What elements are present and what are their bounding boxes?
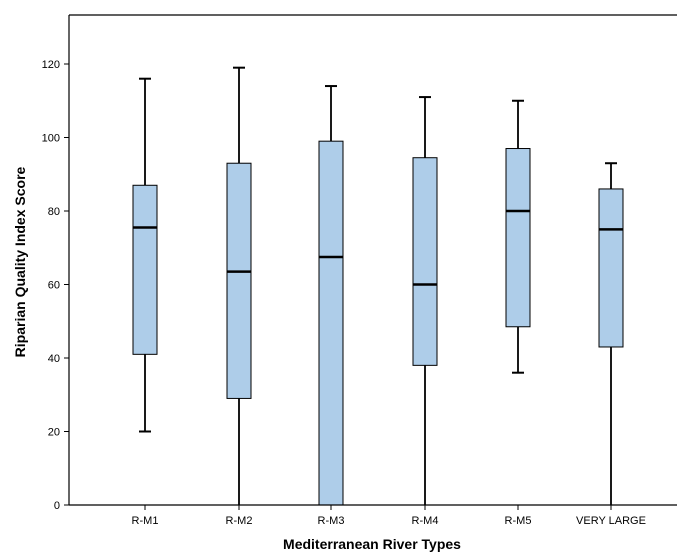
x-tick-label: R-M2 xyxy=(226,515,253,527)
axes-layer xyxy=(69,15,677,505)
x-ticks-layer: R-M1 R-M2 R-M3 R-M4 R-M5 VERY LARGE xyxy=(132,505,646,527)
box-iqr xyxy=(413,158,437,366)
box-iqr xyxy=(133,185,157,354)
y-axis-title: Riparian Quality Index Score xyxy=(12,166,28,357)
box-group-r-m3 xyxy=(319,86,343,505)
box-group-r-m4 xyxy=(413,97,437,505)
box-iqr xyxy=(319,141,343,505)
y-tick-label: 20 xyxy=(48,427,60,439)
box-group-r-m5 xyxy=(506,101,530,373)
boxes-layer xyxy=(133,68,623,505)
x-tick-label: R-M4 xyxy=(412,515,439,527)
x-tick-label: VERY LARGE xyxy=(576,515,646,527)
box-group-r-m2 xyxy=(227,68,251,505)
y-tick-label: 100 xyxy=(42,133,60,145)
y-tick-label: 40 xyxy=(48,353,60,365)
x-axis-title: Mediterranean River Types xyxy=(283,536,461,552)
x-tick-label: R-M1 xyxy=(132,515,159,527)
box-group-very-large xyxy=(599,163,623,505)
x-tick-label: R-M5 xyxy=(505,515,532,527)
y-tick-label: 0 xyxy=(54,500,60,512)
x-tick-label: R-M3 xyxy=(318,515,345,527)
y-tick-label: 80 xyxy=(48,206,60,218)
y-ticks-layer: 0 20 40 60 80 100 120 xyxy=(42,59,69,512)
box-iqr xyxy=(506,149,530,327)
box-iqr xyxy=(227,163,251,398)
y-tick-label: 120 xyxy=(42,59,60,71)
y-tick-label: 60 xyxy=(48,280,60,292)
box-iqr xyxy=(599,189,623,347)
box-group-r-m1 xyxy=(133,79,157,432)
